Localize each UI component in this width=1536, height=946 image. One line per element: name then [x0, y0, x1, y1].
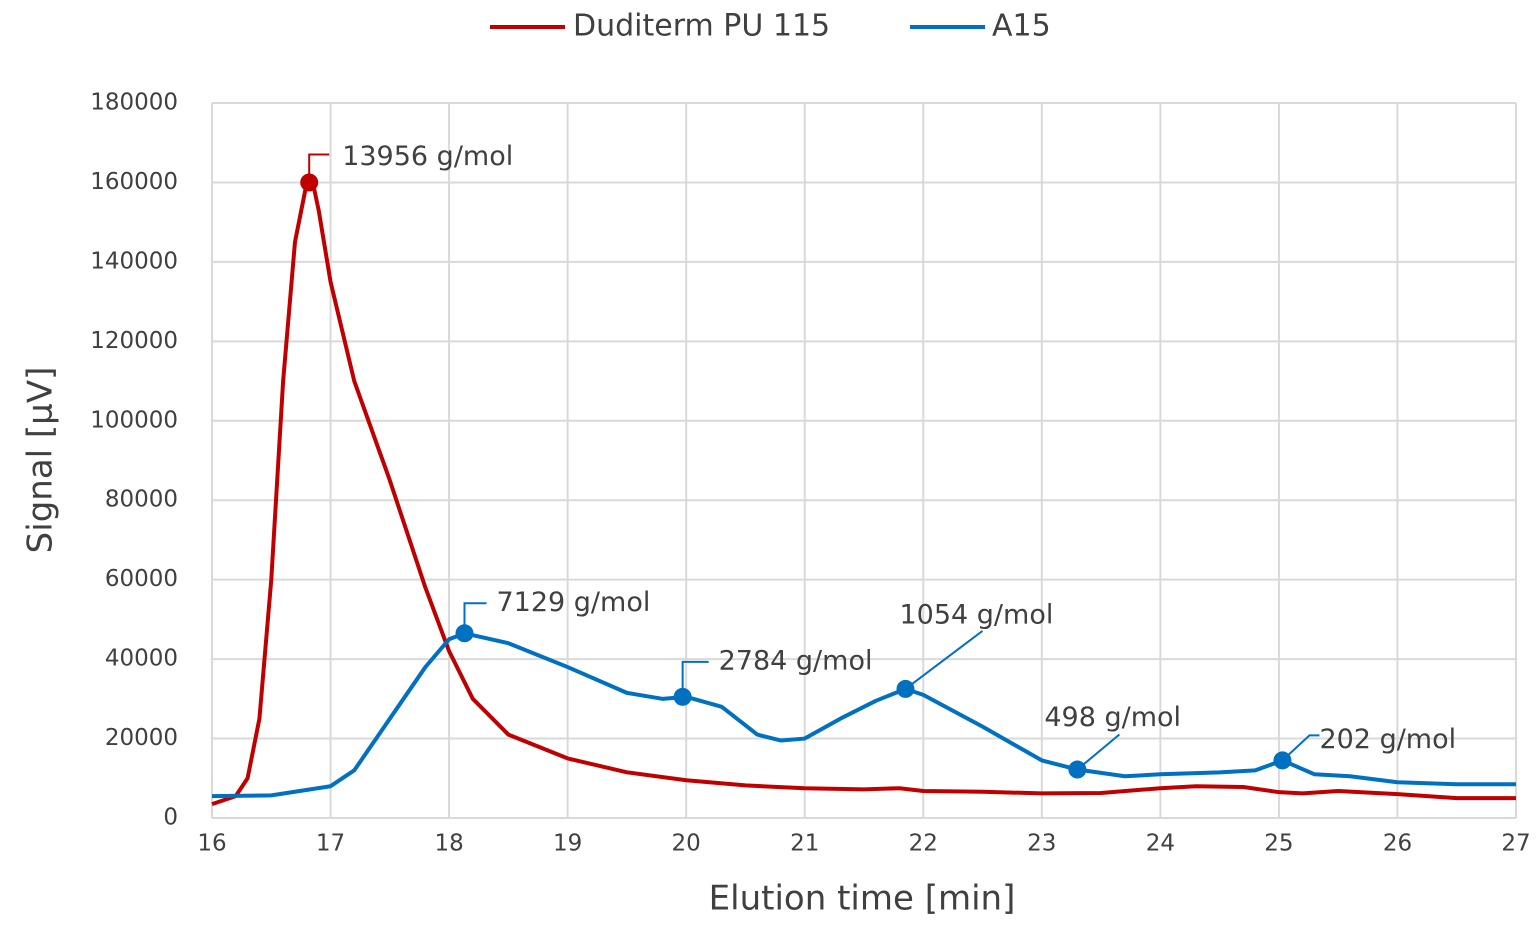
- x-tick-label: 21: [790, 831, 819, 857]
- y-tick-label: 180000: [90, 90, 178, 116]
- x-tick-label: 24: [1146, 831, 1175, 857]
- leader-line: [1076, 733, 1121, 771]
- peak-marker: [1068, 760, 1087, 779]
- peak-label: 13956 g/mol: [342, 141, 513, 172]
- y-tick-label: 0: [163, 805, 178, 831]
- peak-label: 7129 g/mol: [497, 587, 651, 618]
- line-series: [211, 180, 1516, 806]
- legend-label: A15: [992, 9, 1051, 44]
- x-tick-label: 25: [1264, 831, 1293, 857]
- x-tick-label: 22: [909, 831, 938, 857]
- x-tick-label: 26: [1383, 831, 1412, 857]
- x-tick-label: 23: [1027, 831, 1056, 857]
- x-tick-label: 20: [672, 831, 701, 857]
- line-series: [211, 631, 1516, 799]
- peak-marker: [896, 679, 915, 698]
- leader-line: [308, 153, 330, 183]
- y-axis-title: Signal [µV]: [21, 367, 61, 554]
- x-tick-label: 18: [434, 831, 463, 857]
- peak-marker: [300, 173, 319, 192]
- y-tick-label: 40000: [105, 646, 178, 672]
- legend-label: Duditerm PU 115: [573, 9, 830, 44]
- peak-label: 1054 g/mol: [899, 599, 1053, 630]
- peak-marker: [1273, 751, 1292, 770]
- peak-label: 202 g/mol: [1319, 724, 1456, 755]
- y-tick-label: 100000: [90, 407, 178, 433]
- y-tick-label: 80000: [105, 487, 178, 513]
- leader-line: [463, 602, 487, 634]
- x-tick-label: 27: [1501, 831, 1530, 857]
- y-tick-label: 140000: [90, 248, 178, 274]
- leader-line: [904, 630, 984, 690]
- leader-line: [1281, 734, 1320, 762]
- y-tick-label: 60000: [105, 566, 178, 592]
- peak-label: 498 g/mol: [1044, 702, 1181, 733]
- x-tick-label: 19: [553, 831, 582, 857]
- x-tick-label: 17: [316, 831, 345, 857]
- y-tick-label: 20000: [105, 725, 178, 751]
- leader-line: [681, 660, 709, 697]
- y-tick-label: 160000: [90, 169, 178, 195]
- peak-label: 2784 g/mol: [719, 645, 873, 676]
- x-axis-title: Elution time [min]: [709, 879, 1016, 919]
- peak-marker: [455, 624, 474, 643]
- y-tick-label: 120000: [90, 328, 178, 354]
- x-tick-label: 16: [197, 831, 226, 857]
- peak-marker: [673, 687, 692, 706]
